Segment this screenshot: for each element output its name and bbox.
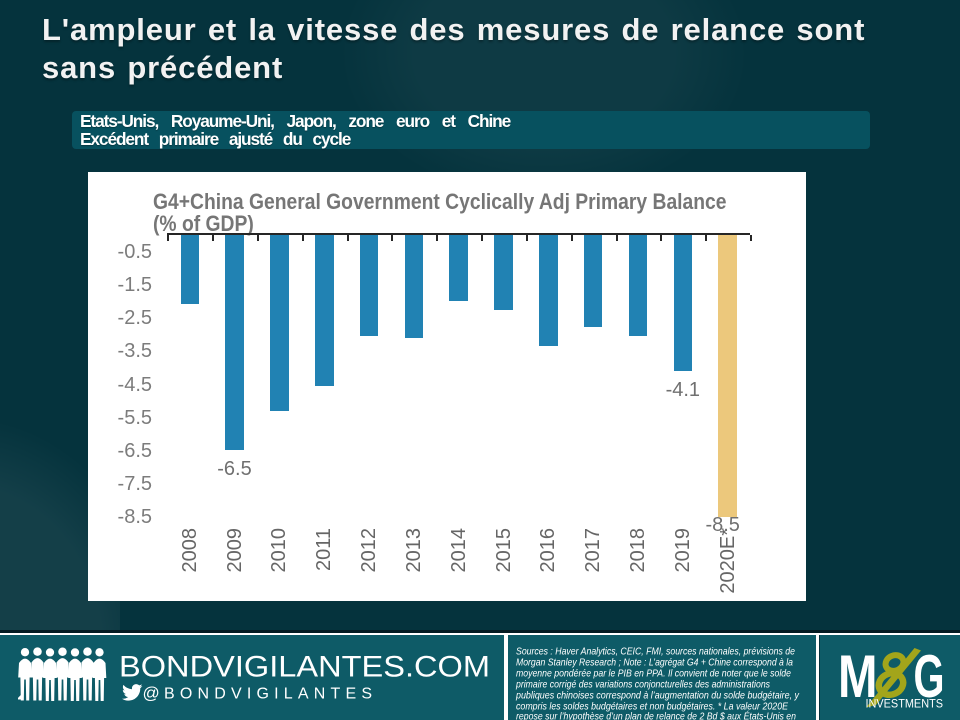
svg-text:repose sur l’hypothèse d’un pl: repose sur l’hypothèse d’un plan de rela… (516, 709, 796, 720)
svg-text:Morgan Stanley Research ; Note: Morgan Stanley Research ; Note : L’agrég… (516, 656, 793, 668)
svg-text:primaire corrigé des variation: primaire corrigé des variations conjonct… (515, 678, 770, 690)
svg-text:BONDVIGILANTES.COM: BONDVIGILANTES.COM (119, 651, 490, 684)
svg-text:M: M (838, 643, 878, 710)
svg-text:publiques chinoises correspond: publiques chinoises correspond à l’augme… (515, 689, 799, 701)
svg-text:moyenne pondérée par le PIB en: moyenne pondérée par le PIB en PPA. Il c… (516, 667, 791, 679)
svg-text:Sources : Haver Analytics, CEI: Sources : Haver Analytics, CEIC, FMI, so… (516, 645, 795, 657)
svg-text:BONDVIGILANTES: BONDVIGILANTES (164, 686, 372, 703)
svg-text:G: G (913, 643, 944, 710)
svg-text:@: @ (143, 684, 160, 703)
svg-text:compris les soldes budgétaires: compris les soldes budgétaires et non bu… (516, 700, 789, 712)
svg-text:INVESTMENTS: INVESTMENTS (865, 696, 943, 710)
